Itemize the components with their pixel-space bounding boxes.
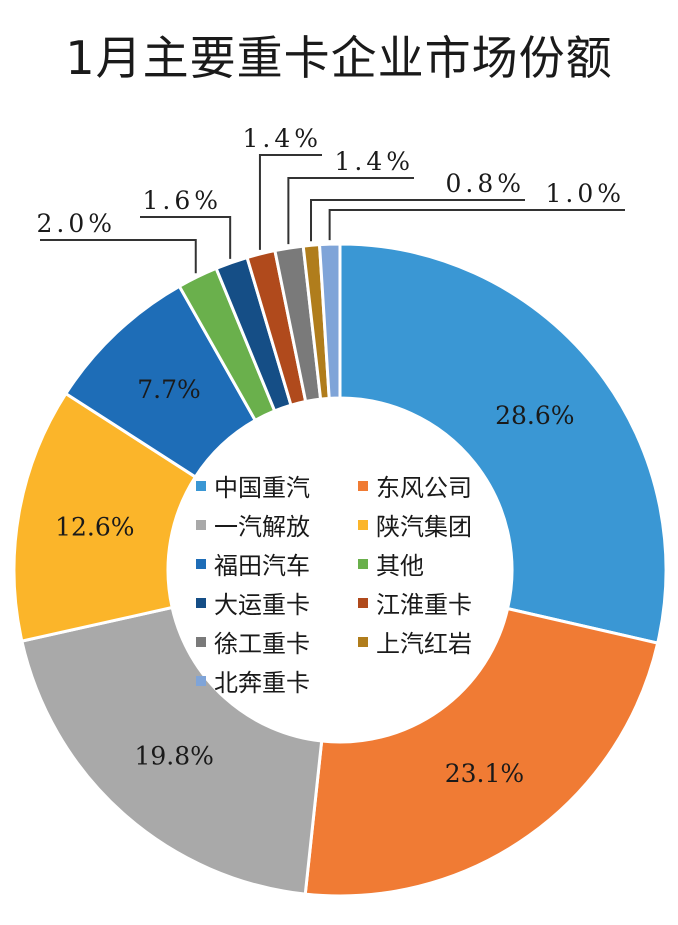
legend-swatch (358, 558, 368, 569)
slice-label-1: 28.6% (495, 401, 574, 430)
legend-item-1: 中国重汽 (196, 468, 310, 503)
legend-swatch (196, 636, 206, 647)
legend-item-10: 上汽红岩 (358, 624, 472, 659)
leader-line-9 (287, 177, 414, 245)
legend-swatch (196, 597, 206, 608)
slice-label-5: 7.7% (137, 375, 201, 404)
leader-line-8 (258, 154, 322, 250)
slice-label-3: 19.8% (134, 742, 213, 771)
donut-slice-3 (20, 605, 324, 896)
legend-item-7: 大运重卡 (196, 585, 310, 620)
legend-swatch (196, 480, 206, 491)
leader-line-11 (328, 209, 625, 241)
donut-slice-4 (12, 391, 198, 643)
slice-label-2: 23.1% (445, 759, 524, 788)
legend-item-4: 陕汽集团 (358, 507, 472, 542)
legend-label: 大运重卡 (214, 591, 310, 619)
leader-line-6 (40, 239, 197, 274)
legend-label: 陕汽集团 (376, 513, 472, 541)
donut-slice-11 (317, 242, 342, 400)
slice-label-7: 1.6% (142, 186, 222, 215)
slice-label-4: 12.6% (55, 512, 134, 541)
legend-swatch (358, 480, 368, 491)
leader-line-7 (140, 216, 232, 259)
legend-item-3: 一汽解放 (196, 507, 310, 542)
legend-swatch (358, 636, 368, 647)
legend-item-6: 其他 (358, 546, 424, 581)
leader-line-10 (310, 199, 525, 242)
legend-label: 中国重汽 (214, 474, 310, 502)
legend-label: 北奔重卡 (214, 669, 310, 697)
legend-swatch (196, 675, 206, 686)
legend-item-11: 北奔重卡 (196, 663, 310, 698)
legend-item-8: 江淮重卡 (358, 585, 472, 620)
legend-item-9: 徐工重卡 (196, 624, 310, 659)
slice-label-10: 0.8% (445, 169, 525, 198)
legend-label: 徐工重卡 (214, 630, 310, 658)
slice-label-8: 1.4% (242, 124, 322, 153)
legend-item-2: 东风公司 (358, 468, 472, 503)
legend-label: 一汽解放 (214, 513, 310, 541)
legend-label: 上汽红岩 (376, 630, 472, 658)
donut-slice-2 (303, 606, 660, 898)
chart-title: 1月主要重卡企业市场份额 (65, 31, 613, 85)
slice-label-11: 1.0% (545, 179, 625, 208)
legend-label: 江淮重卡 (376, 591, 472, 619)
legend-label: 福田汽车 (214, 552, 310, 580)
legend-swatch (358, 597, 368, 608)
donut-slice-1 (338, 242, 668, 645)
slice-label-6: 2.0% (36, 209, 116, 238)
legend-label: 其他 (376, 552, 424, 580)
legend-label: 东风公司 (376, 474, 472, 502)
legend-item-5: 福田汽车 (196, 546, 310, 581)
legend-swatch (196, 519, 206, 530)
legend-swatch (196, 558, 206, 569)
legend-swatch (358, 519, 368, 530)
slice-label-9: 1.4% (334, 147, 414, 176)
